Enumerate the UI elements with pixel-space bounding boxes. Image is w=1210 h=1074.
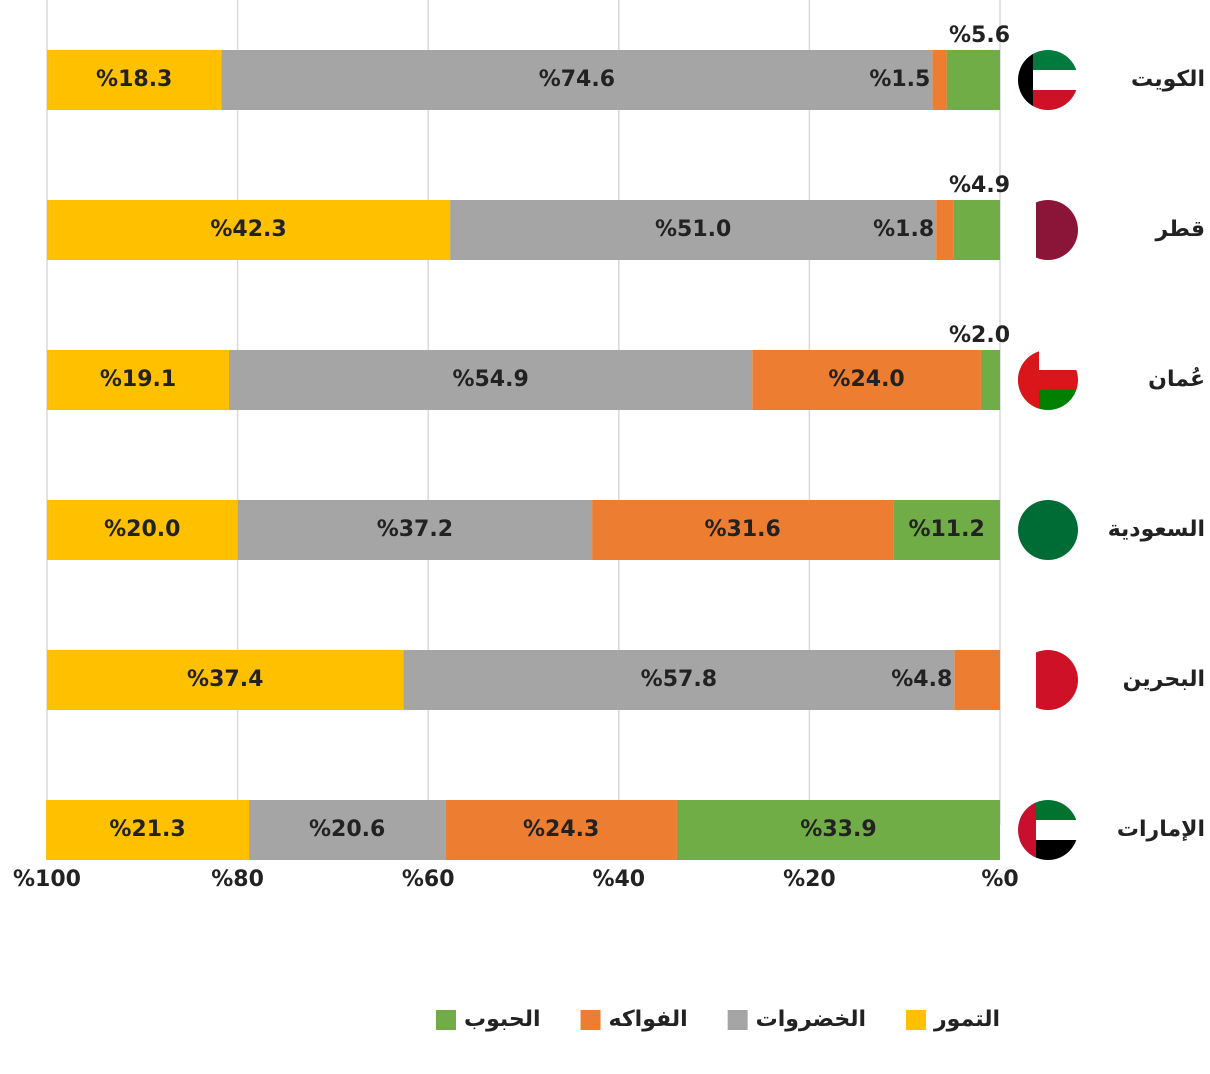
flag-clip <box>1018 800 1078 860</box>
bar-segment <box>47 500 238 560</box>
flag-part <box>1018 350 1039 410</box>
value-label: %42.3 <box>210 217 286 242</box>
legend-label: الفواكه <box>609 1007 688 1032</box>
flag <box>1018 200 1078 260</box>
category-label: عُمان <box>1148 367 1205 392</box>
flag-part <box>1018 800 1036 860</box>
bar-segment <box>893 500 1000 560</box>
x-tick-label: %20 <box>783 867 836 892</box>
bar-segment <box>249 800 446 860</box>
value-label: %11.2 <box>908 517 984 542</box>
flag-part <box>1036 650 1078 710</box>
bar-segment <box>237 500 593 560</box>
bar-segment <box>46 800 250 860</box>
flag <box>1018 500 1078 560</box>
category-label: الكويت <box>1131 67 1205 92</box>
bar-segment <box>953 200 1000 260</box>
bar-segment <box>946 50 1000 110</box>
value-label: %21.3 <box>109 817 185 842</box>
flag-part <box>1018 500 1078 560</box>
legend-label: الخضروات <box>756 1007 866 1032</box>
bar-segment <box>932 50 947 110</box>
value-label: %20.0 <box>104 517 180 542</box>
flags <box>1018 50 1078 860</box>
x-tick-label: %60 <box>402 867 455 892</box>
flag-clip <box>1018 200 1078 260</box>
legend-label: التمور <box>933 1007 1000 1032</box>
flag-clip <box>1018 650 1078 710</box>
legend-label: الحبوب <box>464 1007 541 1032</box>
flag-part <box>1036 200 1078 260</box>
value-label: %24.3 <box>523 817 599 842</box>
bar-segment <box>980 350 1000 410</box>
value-label: %4.9 <box>949 173 1010 198</box>
value-label: %33.9 <box>800 817 876 842</box>
bar-segment <box>47 650 404 710</box>
x-tick-label: %100 <box>13 867 81 892</box>
value-label: %2.0 <box>949 323 1010 348</box>
value-label: %37.4 <box>187 667 263 692</box>
flag <box>1018 650 1078 710</box>
flag-part <box>1018 650 1036 710</box>
x-tick-label: %80 <box>211 867 264 892</box>
flag-part <box>1018 50 1033 110</box>
bars <box>46 50 1000 860</box>
legend-swatch <box>906 1010 926 1030</box>
value-label: %57.8 <box>641 667 717 692</box>
value-label: %37.2 <box>377 517 453 542</box>
value-label: %24.0 <box>828 367 904 392</box>
bar-segment <box>47 50 222 110</box>
value-label: %31.6 <box>705 517 781 542</box>
bar-segment <box>403 650 955 710</box>
flag-clip <box>1018 50 1078 110</box>
value-label: %18.3 <box>96 67 172 92</box>
bar-segment <box>592 500 894 560</box>
bar-segment <box>221 50 933 110</box>
bar-segment <box>752 350 981 410</box>
value-label: %1.5 <box>869 67 930 92</box>
value-label: %20.6 <box>309 817 385 842</box>
bar-segment <box>229 350 753 410</box>
bar-segment <box>47 200 451 260</box>
value-label: %19.1 <box>100 367 176 392</box>
bar-segment <box>450 200 937 260</box>
flag-clip <box>1018 500 1078 560</box>
flag-part <box>1018 200 1036 260</box>
value-label: %5.6 <box>949 23 1010 48</box>
legend-swatch <box>727 1010 748 1030</box>
category-label: السعودية <box>1108 517 1205 542</box>
value-label: %4.8 <box>891 667 952 692</box>
flag <box>1018 800 1078 860</box>
value-label: %1.8 <box>873 217 934 242</box>
value-label: %74.6 <box>539 67 615 92</box>
bar-segment <box>676 800 1000 860</box>
bar-segment <box>954 650 1000 710</box>
category-label: قطر <box>1154 217 1205 242</box>
flag <box>1018 50 1078 110</box>
bar-segment <box>445 800 677 860</box>
x-tick-label: %0 <box>981 867 1018 892</box>
flag-clip <box>1018 350 1078 410</box>
value-label: %51.0 <box>655 217 731 242</box>
value-label: %54.9 <box>452 367 528 392</box>
x-tick-label: %40 <box>592 867 645 892</box>
flag <box>1018 350 1078 410</box>
category-label: الإمارات <box>1117 817 1205 842</box>
legend-swatch <box>580 1010 601 1030</box>
bar-segment <box>936 200 954 260</box>
bar-segment <box>47 350 230 410</box>
category-label: البحرين <box>1123 667 1205 692</box>
legend-swatch <box>436 1010 456 1030</box>
